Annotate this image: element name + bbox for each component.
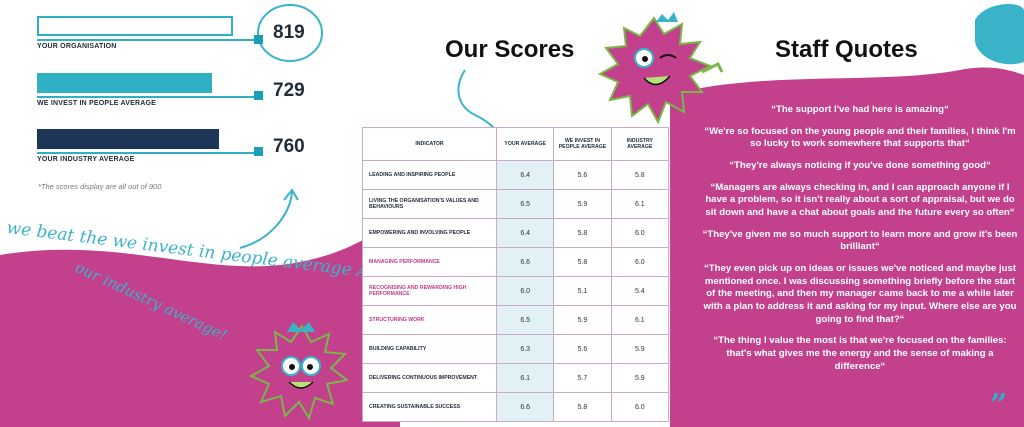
wiip-average-cell: 5.6 xyxy=(553,160,612,190)
industry-average-label: YOUR INDUSTRY AVERAGE xyxy=(37,156,135,163)
your-organisation-label: YOUR ORGANISATION xyxy=(37,43,117,50)
industry-average-cell: 6.0 xyxy=(610,218,670,248)
table-row: CREATING SUSTAINABLE SUCCESS 6.6 5.8 6.0 xyxy=(361,392,670,422)
indicator-cell: RECOGNISING AND REWARDING HIGH PERFORMAN… xyxy=(361,276,498,306)
bar-connector xyxy=(37,96,257,98)
column-header: WE INVEST IN PEOPLE AVERAGE xyxy=(553,127,612,161)
industry-average-bar xyxy=(37,129,219,149)
staff-quotes-list: “The support I've had here is amazing“ “… xyxy=(700,104,1020,382)
bar-connector xyxy=(37,39,257,41)
wiip-average-score: 729 xyxy=(273,80,305,101)
industry-average-cell: 5.9 xyxy=(610,363,670,393)
quote-item: “They're always noticing if you've done … xyxy=(729,159,991,171)
your-organisation-bar xyxy=(37,16,233,36)
table-row: DELIVERING CONTINUOUS IMPROVEMENT 6.1 5.… xyxy=(361,363,670,393)
industry-average-cell: 5.9 xyxy=(610,334,670,364)
table-row: LIVING THE ORGANISATION'S VALUES AND BEH… xyxy=(361,189,670,219)
scores-table: INDICATOR YOUR AVERAGE WE INVEST IN PEOP… xyxy=(361,127,670,422)
industry-average-cell: 6.0 xyxy=(610,392,670,422)
our-scores-heading: Our Scores xyxy=(445,36,575,63)
quote-item: “The support I've had here is amazing“ xyxy=(771,104,949,115)
indicator-cell: LEADING AND INSPIRING PEOPLE xyxy=(361,160,498,190)
industry-average-cell: 5.8 xyxy=(610,160,670,190)
wiip-average-cell: 5.9 xyxy=(553,189,612,219)
your-average-cell: 6.0 xyxy=(496,276,555,306)
industry-average-cell: 6.1 xyxy=(610,189,670,219)
your-average-cell: 6.5 xyxy=(496,189,555,219)
table-header-row: INDICATOR YOUR AVERAGE WE INVEST IN PEOP… xyxy=(361,127,670,161)
quote-mark-icon: ” xyxy=(990,388,1008,423)
indicator-cell: BUILDING CAPABILITY xyxy=(361,334,498,364)
industry-average-cell: 6.1 xyxy=(610,305,670,335)
quote-item: “They even pick up on ideas or issues we… xyxy=(703,262,1017,325)
wiip-average-bar xyxy=(37,73,212,93)
column-header: INDICATOR xyxy=(361,127,498,161)
wiip-average-label: WE INVEST IN PEOPLE AVERAGE xyxy=(37,100,156,107)
your-average-cell: 6.4 xyxy=(496,160,555,190)
staff-quotes-heading: Staff Quotes xyxy=(775,36,918,63)
mascot-wink-illustration xyxy=(597,12,724,125)
table-row: RECOGNISING AND REWARDING HIGH PERFORMAN… xyxy=(361,276,670,306)
industry-average-score: 760 xyxy=(273,136,305,157)
mascot-illustration xyxy=(248,322,350,421)
industry-average-cell: 6.0 xyxy=(610,247,670,277)
quote-item: “The thing I value the most is that we'r… xyxy=(713,335,1007,372)
quote-item: “They've given me so much support to lea… xyxy=(702,228,1018,253)
wiip-average-cell: 5.8 xyxy=(553,218,612,248)
table-row: MANAGING PERFORMANCE 6.6 5.8 6.0 xyxy=(361,247,670,277)
your-average-cell: 6.5 xyxy=(496,305,555,335)
industry-average-cell: 5.4 xyxy=(610,276,670,306)
your-organisation-score: 819 xyxy=(273,22,305,43)
indicator-cell: STRUCTURING WORK xyxy=(361,305,498,335)
table-row: EMPOWERING AND INVOLVING PEOPLE 6.4 5.8 … xyxy=(361,218,670,248)
your-average-cell: 6.4 xyxy=(496,218,555,248)
column-header: YOUR AVERAGE xyxy=(496,127,555,161)
your-average-cell: 6.6 xyxy=(496,392,555,422)
wiip-average-cell: 5.7 xyxy=(553,363,612,393)
bar-marker xyxy=(254,147,263,156)
wiip-average-cell: 5.8 xyxy=(553,392,612,422)
bar-connector xyxy=(37,152,257,154)
wiip-average-cell: 5.6 xyxy=(553,334,612,364)
indicator-cell: LIVING THE ORGANISATION'S VALUES AND BEH… xyxy=(361,189,498,219)
your-average-cell: 6.1 xyxy=(496,363,555,393)
quote-item: “Managers are always checking in, and I … xyxy=(705,181,1015,218)
wiip-average-cell: 5.8 xyxy=(553,247,612,277)
bar-marker xyxy=(254,35,263,44)
your-average-cell: 6.3 xyxy=(496,334,555,364)
your-average-cell: 6.6 xyxy=(496,247,555,277)
wiip-average-cell: 5.1 xyxy=(553,276,612,306)
column-header: INDUSTRY AVERAGE xyxy=(610,127,670,161)
quote-item: “We're so focused on the young people an… xyxy=(704,125,1016,150)
indicator-cell: DELIVERING CONTINUOUS IMPROVEMENT xyxy=(361,363,498,393)
wiip-average-cell: 5.9 xyxy=(553,305,612,335)
scores-note: *The scores display are all out of 900 xyxy=(38,182,162,191)
indicator-cell: EMPOWERING AND INVOLVING PEOPLE xyxy=(361,218,498,248)
bar-marker xyxy=(254,91,263,100)
table-row: STRUCTURING WORK 6.5 5.9 6.1 xyxy=(361,305,670,335)
indicator-cell: CREATING SUSTAINABLE SUCCESS xyxy=(361,392,498,422)
table-row: BUILDING CAPABILITY 6.3 5.6 5.9 xyxy=(361,334,670,364)
table-row: LEADING AND INSPIRING PEOPLE 6.4 5.6 5.8 xyxy=(361,160,670,190)
indicator-cell: MANAGING PERFORMANCE xyxy=(361,247,498,277)
